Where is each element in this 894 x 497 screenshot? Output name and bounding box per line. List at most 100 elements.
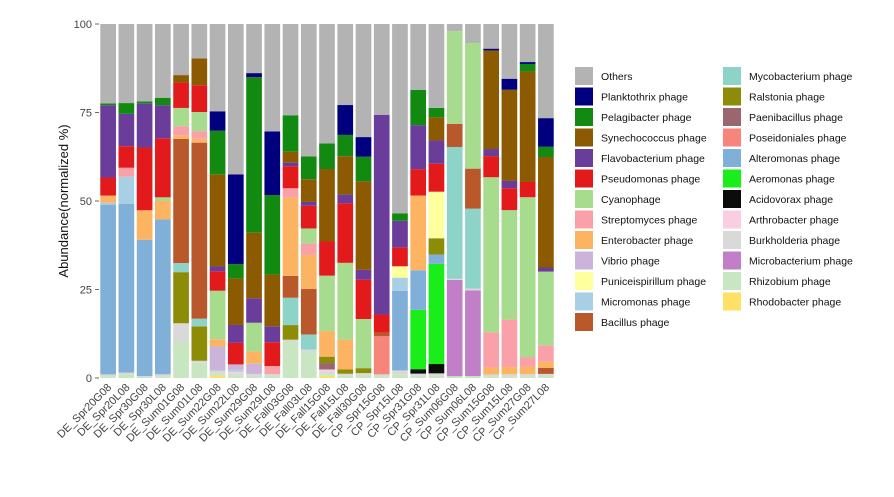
bar-segment: [155, 105, 171, 139]
bar-segment: [300, 24, 317, 157]
bar-segment: [300, 289, 317, 335]
bar-segment: [355, 368, 372, 374]
bar-segment: [191, 142, 208, 319]
bar-segment: [428, 191, 445, 239]
bar-segment: [191, 85, 208, 113]
bar-segment: [446, 123, 463, 147]
bar-segment: [100, 202, 116, 205]
bar-segment: [155, 374, 171, 377]
bar-segment: [410, 195, 427, 271]
bar-segment: [373, 314, 390, 333]
bar-segment: [392, 266, 408, 278]
bar-segment: [319, 373, 335, 376]
bar-segment: [410, 125, 427, 170]
legend-label: Pseudomonas phage: [601, 174, 700, 186]
bar-segment: [355, 279, 372, 319]
bar-segment: [483, 149, 500, 157]
bar-segment: [100, 376, 116, 378]
bar-segment: [465, 168, 481, 209]
legend-label: Ralstonia phage: [749, 92, 825, 104]
bar-segment: [173, 82, 189, 108]
bar-segment: [428, 373, 445, 376]
bar-segment: [319, 356, 335, 364]
bar-segment: [227, 278, 244, 325]
bar-segment: [538, 267, 554, 272]
bar-segment: [392, 374, 408, 378]
bar-segment: [246, 298, 262, 323]
bar-segment: [118, 372, 135, 375]
legend-label: Rhodobacter phage: [749, 297, 841, 309]
bar-segment: [410, 24, 427, 90]
bar-segment: [282, 162, 299, 167]
bar-segment: [173, 138, 189, 264]
legend-swatch: [575, 210, 593, 229]
bar-segment: [519, 62, 536, 64]
bar-segment: [246, 322, 262, 352]
bar-segment: [538, 157, 554, 268]
bar-segment: [337, 194, 354, 204]
bar-segment: [173, 107, 189, 127]
bar-segment: [100, 24, 116, 104]
bar-segment: [300, 243, 317, 255]
bar-segment: [319, 363, 335, 370]
bar-segment: [173, 75, 189, 83]
bar-segment: [155, 201, 171, 220]
legend-label: Pelagibacter phage: [601, 112, 692, 124]
bar-segment: [136, 147, 153, 211]
bar-segment: [173, 323, 189, 342]
bar-segment: [264, 131, 281, 196]
bar-segment: [227, 369, 244, 372]
bar-segment: [319, 369, 335, 372]
bar-segment: [337, 203, 354, 263]
bar-segment: [209, 130, 226, 175]
bar-segment: [501, 376, 518, 378]
bar-segment: [191, 138, 208, 143]
bar-segment: [465, 290, 481, 377]
bar-segment: [209, 373, 226, 376]
bar-segment: [191, 24, 208, 59]
bar-segment: [337, 339, 354, 370]
bar-segment: [209, 375, 226, 378]
bar-segment: [373, 24, 390, 115]
bar-segment: [246, 351, 262, 364]
bar-segment: [209, 111, 226, 131]
bar-segment: [136, 24, 153, 102]
legend-label: Flavobacterium phage: [601, 153, 705, 165]
bar-segment: [446, 278, 463, 280]
bar-segment: [519, 71, 536, 182]
legend-label: Acidovorax phage: [749, 194, 833, 206]
bar-segment: [282, 197, 299, 276]
bar-segment: [337, 105, 354, 135]
bar-segment: [373, 336, 390, 375]
bar-segment: [173, 135, 189, 139]
legend-label: Planktothrix phage: [601, 92, 688, 104]
legend-swatch: [575, 169, 593, 188]
bar-segment: [118, 374, 135, 378]
bar-segment: [209, 290, 226, 340]
y-tick-label: 75: [80, 108, 92, 120]
bar-segment: [428, 140, 445, 164]
legend-swatch: [723, 149, 741, 167]
bar-segment: [282, 341, 299, 378]
bar-segment: [264, 366, 281, 375]
bar-segment: [337, 262, 354, 340]
bar-segment: [483, 332, 500, 368]
legend-label: Burkholderia phage: [749, 235, 840, 247]
legend-swatch: [723, 190, 741, 208]
bar-segment: [136, 210, 153, 240]
bar-segment: [155, 138, 171, 198]
bar-segment: [501, 180, 518, 189]
bar-segment: [227, 174, 244, 265]
bar-segment: [155, 97, 171, 106]
y-tick-label: 50: [80, 196, 92, 208]
legend-label: Mycobacterium phage: [749, 71, 852, 83]
bar-segment: [392, 24, 408, 214]
legend-swatch: [723, 128, 741, 147]
bar-segment: [410, 89, 427, 126]
bar-segment: [264, 376, 281, 378]
bar-segment: [319, 169, 335, 242]
bar-segment: [227, 373, 244, 376]
bar-segment: [337, 375, 354, 378]
legend-swatch: [575, 251, 593, 270]
